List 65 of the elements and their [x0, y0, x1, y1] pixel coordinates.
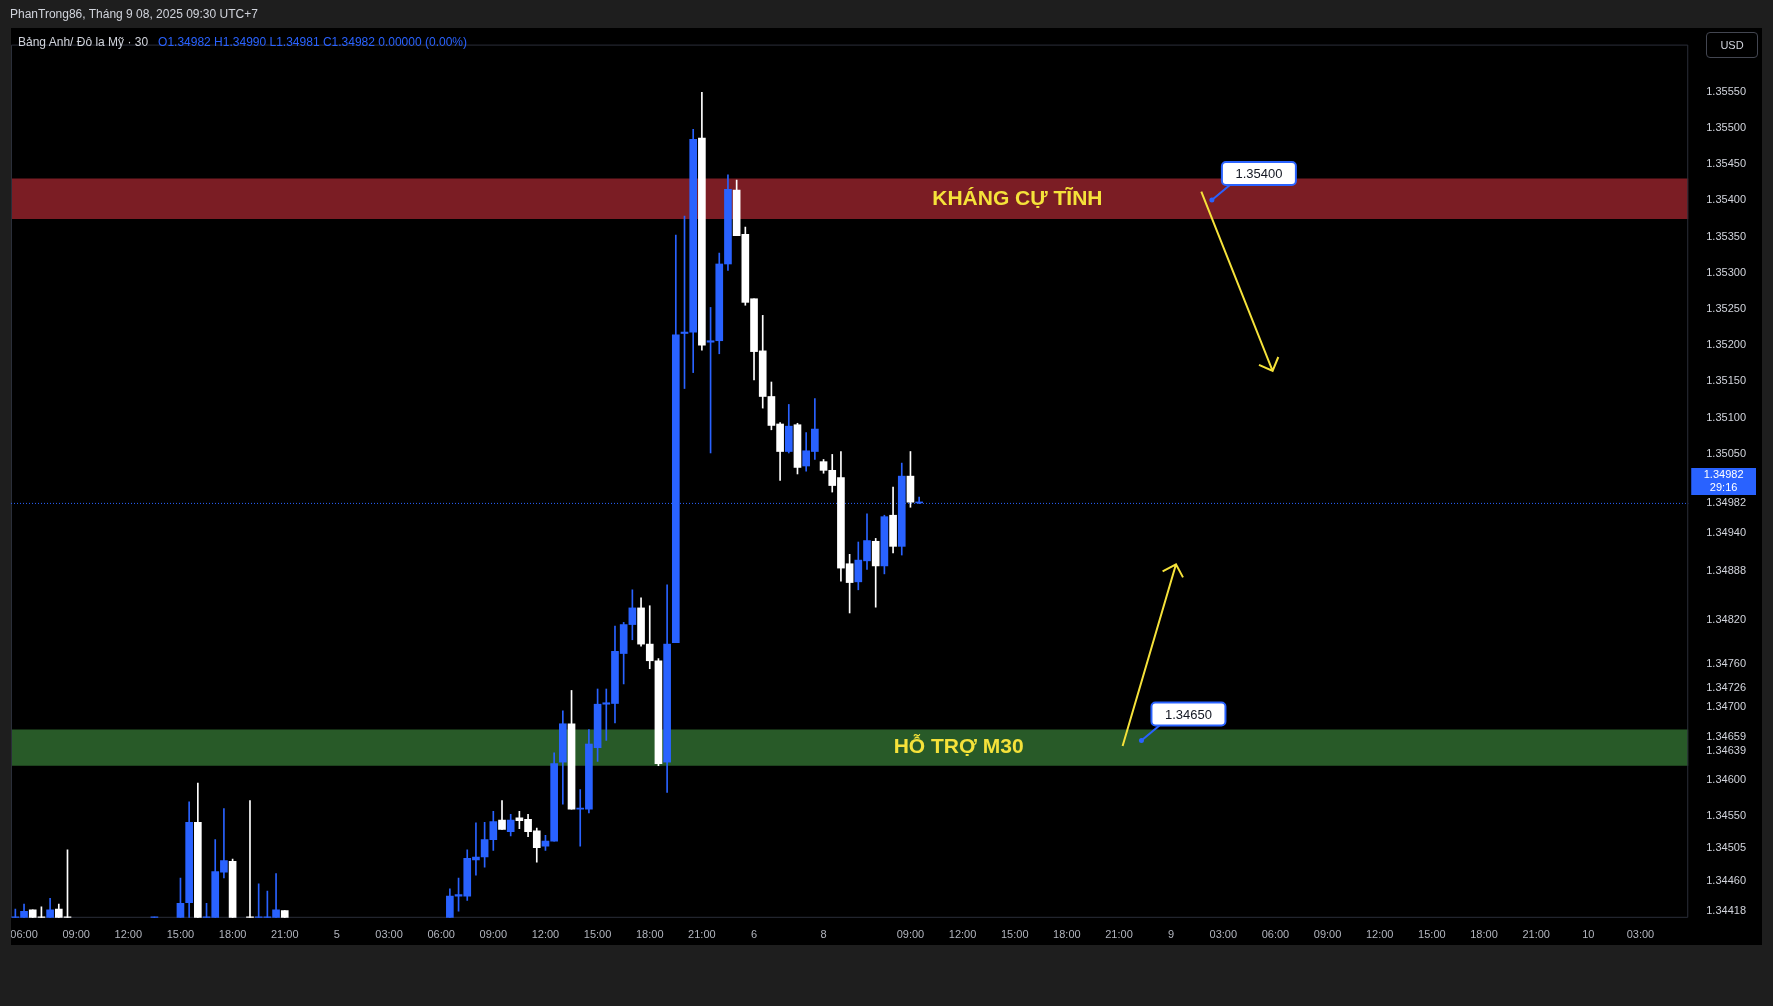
x-tick-label: 10	[1582, 928, 1595, 941]
y-tick-label: 1.34726	[1706, 681, 1746, 694]
chart-title: Bảng Anh/ Đô la Mỹ · 30	[18, 35, 149, 49]
y-tick-label: 1.34659	[1706, 729, 1746, 742]
chart-subtitle: O1.34982 H1.34990 L1.34981 C1.34982 0.00000 (0.00%)	[158, 35, 467, 49]
annotation: 1.34650	[1164, 706, 1212, 722]
x-tick-label: 06:00	[1261, 928, 1290, 941]
annotation: 1.35400	[1235, 166, 1283, 182]
x-tick-label: 5	[333, 928, 340, 941]
y-tick-label: 1.34888	[1706, 564, 1746, 577]
y-tick-label: 1.35500	[1706, 120, 1746, 133]
y-tick-label: 1.35100	[1706, 410, 1746, 423]
y-tick-label: 1.34700	[1706, 700, 1746, 713]
x-tick-label: 18:00	[1470, 928, 1498, 941]
x-tick-label: 15:00	[583, 928, 612, 941]
x-tick-label: 21:00	[270, 928, 299, 941]
x-tick-label: 12:00	[1365, 928, 1394, 941]
x-tick-label: 9	[1168, 928, 1175, 941]
y-tick-label: 1.34418	[1706, 904, 1746, 917]
x-tick-label: 09:00	[1313, 928, 1342, 941]
x-tick-label: 6	[750, 928, 758, 941]
x-tick-label: 12:00	[531, 928, 560, 941]
y-tick-label: 1.35400	[1706, 193, 1746, 206]
y-tick-label: 1.35250	[1706, 301, 1746, 314]
y-axis-title: USD	[1706, 32, 1758, 58]
y-tick-label: 1.35150	[1706, 374, 1746, 387]
y-tick-label: 1.35450	[1706, 157, 1746, 170]
y-tick-label: 1.34505	[1706, 841, 1746, 854]
x-tick-label: 15:00	[1418, 928, 1446, 941]
y-tick-label: 1.34982	[1706, 495, 1746, 508]
x-tick-label: 03:00	[1626, 928, 1655, 941]
y-tick-label: 1.35300	[1706, 265, 1746, 278]
x-tick-label: 18:00	[635, 928, 664, 941]
y-tick-label: 1.35200	[1706, 338, 1746, 351]
x-tick-label: 12:00	[114, 928, 143, 941]
x-tick-label: 15:00	[166, 928, 195, 941]
x-tick-label: 12:00	[948, 928, 977, 941]
text: 29:16	[1709, 481, 1738, 494]
y-tick-label: 1.35350	[1706, 229, 1746, 242]
x-tick-label: 03:00	[375, 928, 403, 941]
band-label: KHÁNG CỰ TĨNH	[932, 185, 1103, 209]
x-tick-label: 21:00	[1105, 928, 1133, 941]
x-tick-label: 06:00	[10, 928, 38, 941]
y-tick-label: 1.34550	[1706, 808, 1746, 821]
y-tick-label: 1.35050	[1706, 446, 1746, 459]
y-tick-label: 1.34760	[1706, 656, 1746, 669]
x-tick-label: 09:00	[479, 928, 508, 941]
y-tick-label: 1.34820	[1706, 613, 1746, 626]
x-tick-label: 09:00	[896, 928, 925, 941]
y-tick-label: 1.34460	[1706, 873, 1746, 886]
x-tick-label: 15:00	[1000, 928, 1029, 941]
band-label: HỖ TRỢ M30	[893, 734, 1024, 758]
x-tick-label: 06:00	[427, 928, 455, 941]
y-tick-label: 1.34639	[1706, 744, 1746, 757]
x-tick-label: 8	[820, 928, 827, 941]
y-tick-label: 1.35550	[1706, 84, 1746, 97]
x-tick-label: 03:00	[1209, 928, 1238, 941]
text: PhanTrong86, Tháng 9 08, 2025 09:30 UTC+7	[10, 7, 258, 21]
y-tick-label: 1.34940	[1706, 526, 1746, 539]
x-tick-label: 21:00	[688, 928, 716, 941]
y-tick-label: 1.34600	[1706, 772, 1746, 785]
x-tick-label: 18:00	[1053, 928, 1081, 941]
x-tick-label: 21:00	[1522, 928, 1550, 941]
x-tick-label: 18:00	[218, 928, 247, 941]
x-tick-label: 09:00	[62, 928, 90, 941]
